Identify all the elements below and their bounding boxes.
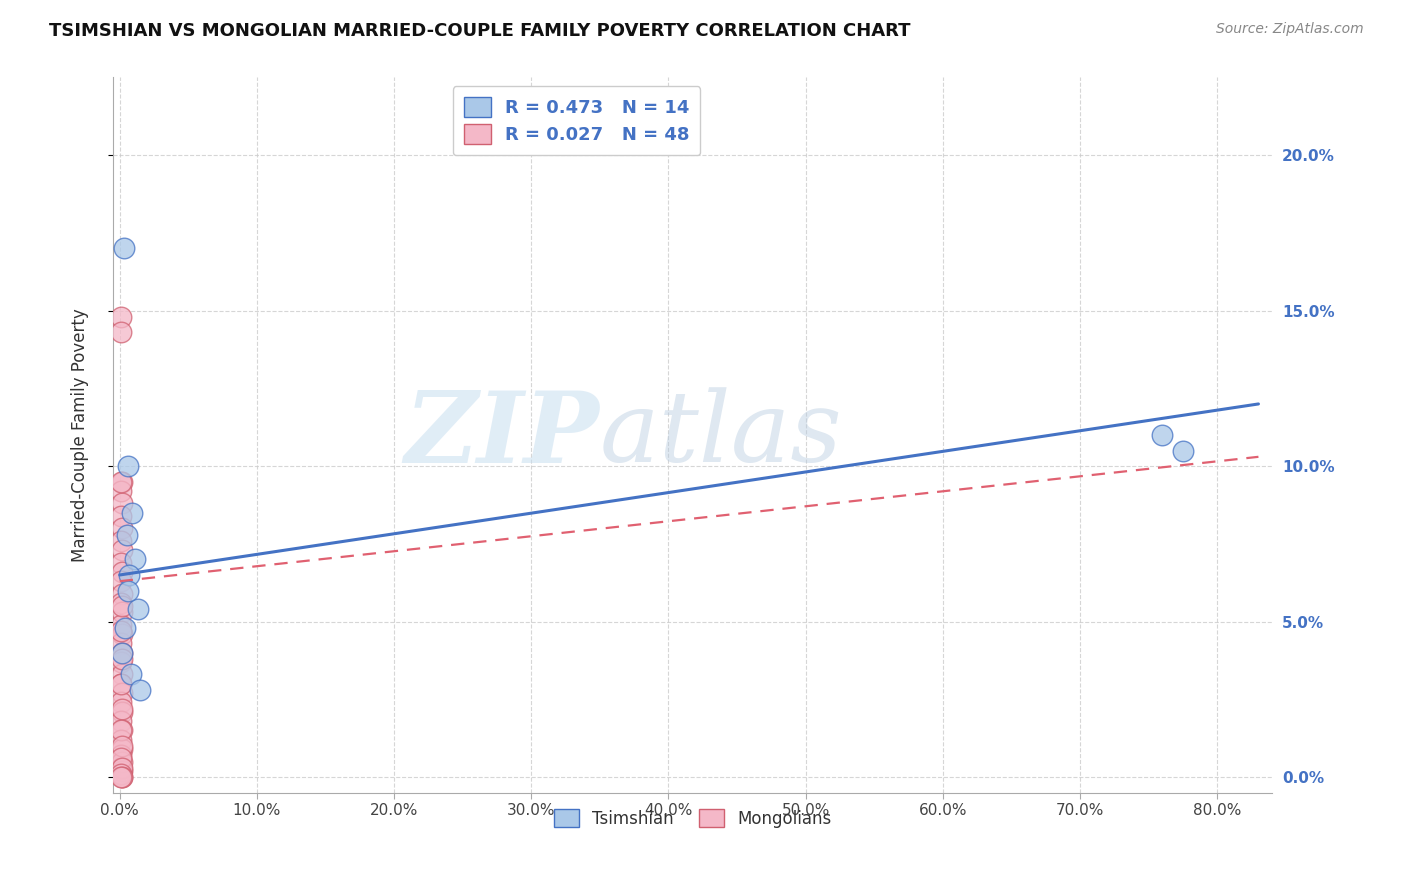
Point: [111, 605, 134, 619]
Point: [111, 686, 134, 700]
Point: [111, 702, 134, 716]
Point: [110, 748, 132, 763]
Point: [110, 655, 132, 669]
Point: [121, 506, 143, 520]
Point: [111, 761, 134, 775]
Point: [111, 667, 134, 681]
Point: [110, 475, 132, 489]
Point: [110, 723, 132, 738]
Point: [110, 767, 132, 781]
Point: [111, 627, 134, 641]
Legend: Tsimshian, Mongolians: Tsimshian, Mongolians: [547, 803, 838, 834]
Point: [110, 714, 132, 728]
Point: [110, 508, 132, 523]
Point: [111, 705, 134, 719]
Point: [110, 533, 132, 548]
Point: [120, 667, 142, 681]
Point: [111, 599, 134, 613]
Point: [1171, 443, 1194, 458]
Y-axis label: Married-Couple Family Poverty: Married-Couple Family Poverty: [72, 308, 89, 562]
Point: [111, 723, 134, 738]
Point: [110, 617, 132, 632]
Point: [110, 310, 132, 324]
Point: [111, 739, 134, 753]
Text: Source: ZipAtlas.com: Source: ZipAtlas.com: [1216, 22, 1364, 37]
Text: ZIP: ZIP: [405, 387, 600, 483]
Point: [110, 751, 132, 765]
Point: [110, 677, 132, 691]
Point: [111, 770, 134, 784]
Point: [111, 652, 134, 666]
Point: [111, 543, 134, 558]
Point: [111, 770, 134, 784]
Point: [111, 755, 134, 769]
Point: [111, 742, 134, 756]
Point: [1152, 428, 1174, 442]
Point: [111, 587, 134, 601]
Point: [110, 770, 132, 784]
Point: [124, 552, 146, 566]
Point: [114, 621, 136, 635]
Point: [110, 636, 132, 650]
Point: [110, 761, 132, 775]
Point: [110, 483, 132, 498]
Point: [111, 521, 134, 535]
Point: [111, 496, 134, 510]
Point: [111, 646, 134, 660]
Point: [110, 596, 132, 610]
Point: [110, 574, 132, 589]
Text: atlas: atlas: [600, 387, 842, 483]
Text: TSIMSHIAN VS MONGOLIAN MARRIED-COUPLE FAMILY POVERTY CORRELATION CHART: TSIMSHIAN VS MONGOLIAN MARRIED-COUPLE FA…: [49, 22, 911, 40]
Point: [110, 556, 132, 570]
Point: [129, 683, 152, 698]
Point: [111, 764, 134, 778]
Point: [110, 326, 132, 340]
Point: [117, 459, 139, 474]
Point: [117, 583, 139, 598]
Point: [112, 242, 135, 256]
Point: [110, 732, 132, 747]
Point: [127, 602, 149, 616]
Point: [111, 646, 134, 660]
Point: [118, 568, 141, 582]
Point: [111, 475, 134, 489]
Point: [110, 677, 132, 691]
Point: [110, 624, 132, 638]
Point: [111, 565, 134, 579]
Point: [115, 527, 138, 541]
Point: [110, 696, 132, 710]
Point: [110, 767, 132, 781]
